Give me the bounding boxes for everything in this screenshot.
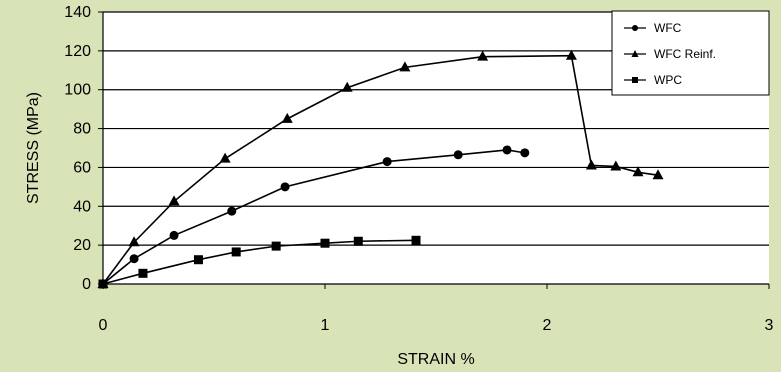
y-tick-label: 60 bbox=[73, 159, 91, 176]
x-axis-title: STRAIN % bbox=[397, 351, 474, 368]
x-tick-label: 0 bbox=[99, 317, 108, 334]
tick-labels: 0 20 40 60 80 100 120 140 0 1 2 3 bbox=[64, 4, 773, 334]
data-point bbox=[353, 236, 363, 246]
axes bbox=[98, 11, 770, 289]
data-point bbox=[411, 235, 421, 245]
data-point bbox=[280, 182, 290, 192]
series-wfc-reinf bbox=[97, 49, 664, 288]
data-point bbox=[169, 230, 179, 240]
data-point bbox=[227, 206, 237, 216]
y-tick-label: 120 bbox=[64, 43, 91, 60]
data-point bbox=[382, 157, 392, 167]
legend: WFC WFC Reinf. WPC bbox=[611, 10, 770, 96]
data-point bbox=[502, 145, 512, 155]
data-point bbox=[129, 254, 139, 264]
data-point bbox=[320, 238, 330, 248]
data-point bbox=[231, 247, 241, 257]
data-point bbox=[281, 112, 293, 123]
data-point bbox=[138, 268, 148, 278]
x-tick-label: 3 bbox=[765, 317, 774, 334]
data-point bbox=[399, 61, 411, 72]
series-line bbox=[102, 239, 417, 285]
y-tick-label: 0 bbox=[82, 276, 91, 293]
data-point bbox=[168, 195, 180, 206]
data-point bbox=[271, 241, 281, 251]
legend-marker bbox=[632, 25, 638, 31]
data-point bbox=[477, 50, 489, 61]
data-point bbox=[610, 160, 622, 171]
data-point bbox=[585, 159, 597, 170]
legend-label: WPC bbox=[654, 73, 682, 87]
x-tick-label: 2 bbox=[543, 317, 552, 334]
data-point bbox=[453, 150, 463, 160]
data-point bbox=[632, 166, 644, 177]
data-point bbox=[652, 169, 664, 180]
legend-marker bbox=[632, 77, 638, 83]
legend-box bbox=[611, 10, 770, 96]
y-tick-label: 20 bbox=[73, 237, 91, 254]
x-tick-label: 1 bbox=[321, 317, 330, 334]
data-point bbox=[565, 49, 577, 60]
y-axis-title: STRESS (MPa) bbox=[25, 92, 42, 204]
data-point bbox=[520, 148, 530, 158]
y-tick-label: 80 bbox=[73, 121, 91, 138]
y-tick-label: 40 bbox=[73, 198, 91, 215]
data-point bbox=[341, 81, 353, 92]
data-point bbox=[219, 152, 231, 163]
data-point bbox=[128, 236, 140, 247]
data-point bbox=[193, 255, 203, 265]
legend-label: WFC bbox=[654, 21, 682, 35]
y-tick-label: 100 bbox=[64, 82, 91, 99]
legend-label: WFC Reinf. bbox=[654, 47, 716, 61]
y-tick-label: 140 bbox=[64, 4, 91, 21]
legend-marker bbox=[631, 50, 639, 57]
